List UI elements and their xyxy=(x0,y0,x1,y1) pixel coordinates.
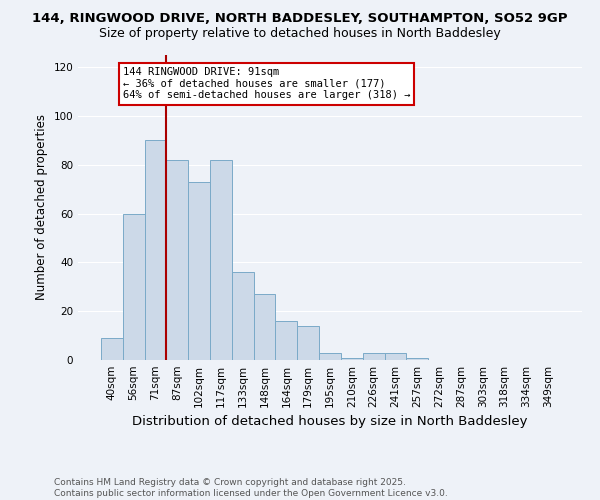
Text: 144, RINGWOOD DRIVE, NORTH BADDESLEY, SOUTHAMPTON, SO52 9GP: 144, RINGWOOD DRIVE, NORTH BADDESLEY, SO… xyxy=(32,12,568,26)
Bar xyxy=(363,352,385,360)
Bar xyxy=(166,160,188,360)
Bar xyxy=(275,321,297,360)
Bar xyxy=(254,294,275,360)
Bar xyxy=(123,214,145,360)
Text: 144 RINGWOOD DRIVE: 91sqm
← 36% of detached houses are smaller (177)
64% of semi: 144 RINGWOOD DRIVE: 91sqm ← 36% of detac… xyxy=(123,67,410,100)
X-axis label: Distribution of detached houses by size in North Baddesley: Distribution of detached houses by size … xyxy=(132,416,528,428)
Bar xyxy=(232,272,254,360)
Bar xyxy=(101,338,123,360)
Bar xyxy=(319,352,341,360)
Bar xyxy=(385,352,406,360)
Y-axis label: Number of detached properties: Number of detached properties xyxy=(35,114,48,300)
Bar xyxy=(210,160,232,360)
Bar xyxy=(145,140,166,360)
Text: Contains HM Land Registry data © Crown copyright and database right 2025.
Contai: Contains HM Land Registry data © Crown c… xyxy=(54,478,448,498)
Text: Size of property relative to detached houses in North Baddesley: Size of property relative to detached ho… xyxy=(99,28,501,40)
Bar xyxy=(341,358,363,360)
Bar xyxy=(297,326,319,360)
Bar xyxy=(188,182,210,360)
Bar xyxy=(406,358,428,360)
